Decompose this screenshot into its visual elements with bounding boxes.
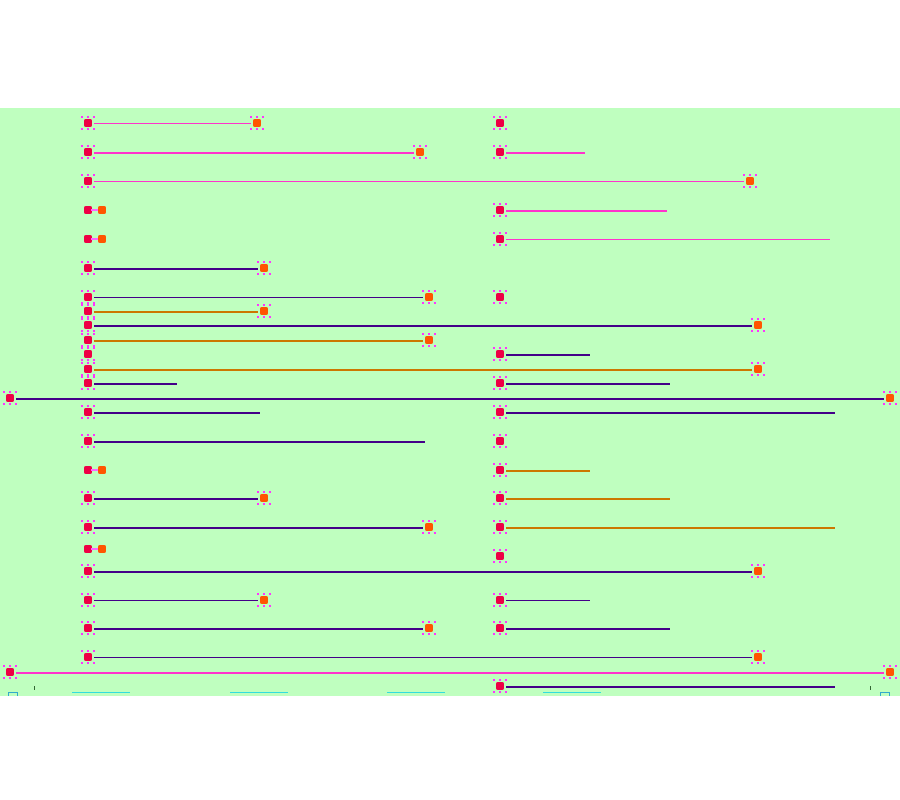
tick-mark [34,686,35,690]
start-node-icon[interactable] [81,304,95,318]
segment-line [16,398,884,400]
corner-handle[interactable] [880,692,890,696]
segment-line [506,600,590,601]
start-node-icon[interactable] [493,679,507,693]
start-node-icon[interactable] [81,564,95,578]
segment-line [506,354,590,356]
bottom-tab[interactable] [230,692,288,696]
start-node-icon[interactable] [493,145,507,159]
segment-line [506,498,670,500]
start-node-icon[interactable] [81,593,95,607]
segment-line [94,600,258,601]
end-node-icon[interactable] [422,621,436,635]
start-node-icon[interactable] [81,621,95,635]
empty-pair-node-icon[interactable] [84,205,106,215]
segment-line [94,152,414,154]
bottom-tab[interactable] [543,692,601,696]
segment-line [506,152,585,154]
segment-line [94,383,177,385]
segment-line [506,383,670,385]
end-node-icon[interactable] [257,491,271,505]
start-node-icon[interactable] [493,549,507,563]
segment-line [94,297,423,298]
start-node-icon[interactable] [81,347,95,361]
start-node-icon[interactable] [493,290,507,304]
start-node-icon[interactable] [81,290,95,304]
start-node-icon[interactable] [81,434,95,448]
segment-line [506,239,830,240]
end-node-icon[interactable] [751,564,765,578]
segment-line [94,340,423,342]
segment-line [506,527,835,529]
plot-canvas [0,108,900,696]
bottom-tab[interactable] [387,692,445,696]
start-node-icon[interactable] [81,116,95,130]
end-node-icon[interactable] [257,261,271,275]
start-node-icon[interactable] [81,405,95,419]
start-node-icon[interactable] [493,405,507,419]
start-node-icon[interactable] [493,232,507,246]
segment-line [94,311,258,313]
segment-line [94,628,423,630]
start-node-icon[interactable] [81,318,95,332]
start-node-icon[interactable] [81,520,95,534]
segment-line [94,657,752,658]
end-node-icon[interactable] [751,362,765,376]
segment-line [94,369,752,371]
start-node-icon[interactable] [81,145,95,159]
end-node-icon[interactable] [422,520,436,534]
start-node-icon[interactable] [493,347,507,361]
empty-pair-node-icon[interactable] [84,544,106,554]
start-node-icon[interactable] [493,376,507,390]
start-node-icon[interactable] [81,362,95,376]
start-node-icon[interactable] [81,491,95,505]
segment-line [94,325,752,327]
segment-line [94,181,744,182]
start-node-icon[interactable] [493,520,507,534]
start-node-icon[interactable] [493,621,507,635]
start-node-icon[interactable] [493,463,507,477]
end-node-icon[interactable] [422,290,436,304]
segment-line [94,441,425,443]
segment-line [506,412,835,414]
start-node-icon[interactable] [493,116,507,130]
start-node-icon[interactable] [81,174,95,188]
corner-handle[interactable] [8,692,18,696]
tick-mark [870,686,871,690]
start-node-icon[interactable] [81,333,95,347]
end-node-icon[interactable] [751,318,765,332]
end-node-icon[interactable] [883,665,897,679]
segment-line [16,672,884,674]
end-node-icon[interactable] [257,593,271,607]
end-node-icon[interactable] [257,304,271,318]
start-node-icon[interactable] [493,203,507,217]
empty-pair-node-icon[interactable] [84,234,106,244]
segment-line [94,268,258,270]
segment-line [94,412,260,414]
start-node-icon[interactable] [81,650,95,664]
segment-line [94,123,251,124]
segment-line [506,628,670,630]
start-node-icon[interactable] [81,261,95,275]
start-node-icon[interactable] [3,391,17,405]
segment-line [506,686,835,688]
segment-line [506,210,667,212]
end-node-icon[interactable] [883,391,897,405]
end-node-icon[interactable] [743,174,757,188]
segment-line [94,498,258,500]
segment-line [94,571,752,573]
start-node-icon[interactable] [493,491,507,505]
start-node-icon[interactable] [3,665,17,679]
end-node-icon[interactable] [751,650,765,664]
start-node-icon[interactable] [81,376,95,390]
end-node-icon[interactable] [422,333,436,347]
bottom-tab[interactable] [72,692,130,696]
segment-line [506,470,590,472]
empty-pair-node-icon[interactable] [84,465,106,475]
end-node-icon[interactable] [250,116,264,130]
segment-line [94,527,423,529]
end-node-icon[interactable] [413,145,427,159]
start-node-icon[interactable] [493,434,507,448]
start-node-icon[interactable] [493,593,507,607]
